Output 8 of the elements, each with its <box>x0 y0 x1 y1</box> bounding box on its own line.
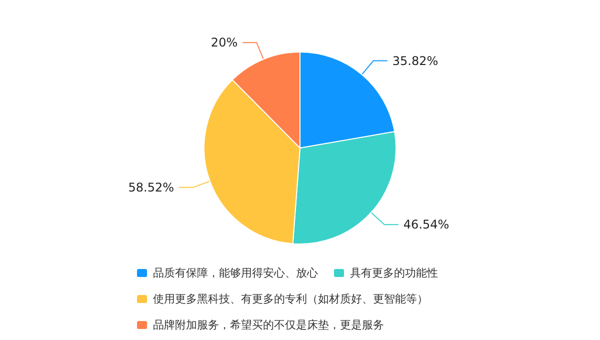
data-label: 46.54% <box>403 218 450 232</box>
legend-label: 品质有保障，能够用得安心、放心 <box>153 266 318 280</box>
data-label: 35.82% <box>392 54 438 68</box>
legend-label: 品牌附加服务，希望买的不仅是床垫，更是服务 <box>153 318 384 332</box>
data-label: 58.52% <box>128 180 174 194</box>
data-label: 20% <box>210 36 238 50</box>
legend-label: 使用更多黑科技、有更多的专利（如材质好、更智能等） <box>153 292 428 306</box>
legend-label: 具有更多的功能性 <box>350 266 438 280</box>
